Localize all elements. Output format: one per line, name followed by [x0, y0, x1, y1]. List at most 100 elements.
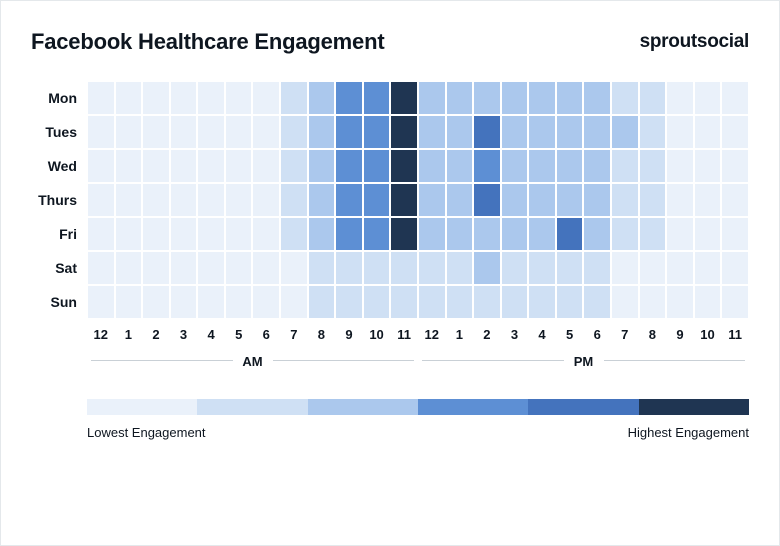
heatmap-cell [364, 218, 390, 250]
heatmap-cell [364, 252, 390, 284]
hour-label: 7 [280, 327, 308, 342]
hour-label: 1 [115, 327, 143, 342]
heatmap-cell [391, 286, 417, 318]
heatmap-cell [695, 184, 721, 216]
heatmap-cell [612, 82, 638, 114]
heatmap-cell [557, 286, 583, 318]
legend-low-label: Lowest Engagement [87, 425, 206, 440]
hour-label: 4 [528, 327, 556, 342]
heatmap-cell [143, 82, 169, 114]
heatmap-cell [364, 116, 390, 148]
chart-card: Facebook Healthcare Engagement sproutsoc… [0, 0, 780, 546]
heatmap-cell [722, 184, 748, 216]
heatmap-wrap: MonTuesWedThursFriSatSun [31, 81, 749, 319]
hour-label: 2 [142, 327, 170, 342]
legend-segment [528, 399, 638, 415]
heatmap-cell [502, 82, 528, 114]
heatmap-cell [281, 82, 307, 114]
heatmap-cell [722, 116, 748, 148]
heatmap-cell [226, 252, 252, 284]
heatmap-cell [226, 150, 252, 182]
heatmap-cell [502, 252, 528, 284]
heatmap-cell [198, 116, 224, 148]
heatmap-cell [447, 150, 473, 182]
heatmap-cell [640, 82, 666, 114]
day-label: Mon [31, 81, 87, 115]
heatmap-cell [226, 218, 252, 250]
heatmap-cell [143, 252, 169, 284]
hour-label: 7 [611, 327, 639, 342]
brand-prefix: sprout [640, 31, 697, 52]
heatmap-cell [116, 252, 142, 284]
heatmap-cell [336, 184, 362, 216]
heatmap-cell [309, 252, 335, 284]
hour-label: 9 [666, 327, 694, 342]
heatmap-cell [391, 184, 417, 216]
heatmap-cell [640, 218, 666, 250]
legend-segment [308, 399, 418, 415]
heatmap-cell [253, 286, 279, 318]
heatmap-cell [640, 184, 666, 216]
heatmap-cell [171, 252, 197, 284]
heatmap-cell [667, 82, 693, 114]
heatmap-row [87, 183, 749, 217]
heatmap-row [87, 81, 749, 115]
heatmap-cell [667, 150, 693, 182]
heatmap-cell [116, 150, 142, 182]
heatmap-cell [88, 116, 114, 148]
heatmap-cell [502, 150, 528, 182]
heatmap-cell [309, 184, 335, 216]
heatmap-cell [253, 218, 279, 250]
heatmap-cell [226, 184, 252, 216]
legend-segment [197, 399, 307, 415]
hour-label: 8 [639, 327, 667, 342]
heatmap-cell [529, 218, 555, 250]
hour-label: 3 [170, 327, 198, 342]
heatmap-cell [584, 252, 610, 284]
heatmap-cell [143, 286, 169, 318]
divider-line [422, 360, 564, 361]
heatmap-cell [281, 286, 307, 318]
header: Facebook Healthcare Engagement sproutsoc… [31, 29, 749, 55]
heatmap-cell [198, 184, 224, 216]
heatmap-cell [502, 286, 528, 318]
heatmap-cell [584, 184, 610, 216]
heatmap-cell [143, 184, 169, 216]
heatmap-cell [419, 150, 445, 182]
heatmap-cell [667, 116, 693, 148]
heatmap-cell [695, 82, 721, 114]
heatmap-cell [364, 184, 390, 216]
heatmap-cell [309, 150, 335, 182]
heatmap-cell [667, 184, 693, 216]
heatmap-cell [281, 116, 307, 148]
day-label: Tues [31, 115, 87, 149]
heatmap-cell [88, 252, 114, 284]
heatmap-cell [419, 184, 445, 216]
hour-label: 12 [87, 327, 115, 342]
legend-segment [639, 399, 749, 415]
heatmap-cell [722, 218, 748, 250]
heatmap-row [87, 149, 749, 183]
heatmap-cell [88, 218, 114, 250]
heatmap-cell [640, 252, 666, 284]
heatmap-cell [529, 184, 555, 216]
heatmap-cell [502, 116, 528, 148]
heatmap-cell [612, 116, 638, 148]
heatmap-cell [584, 82, 610, 114]
hour-label: 5 [556, 327, 584, 342]
heatmap-row [87, 285, 749, 319]
heatmap-cell [695, 252, 721, 284]
heatmap-cell [171, 286, 197, 318]
heatmap-row [87, 217, 749, 251]
heatmap-cell [391, 82, 417, 114]
heatmap-cell [198, 286, 224, 318]
heatmap-cell [474, 116, 500, 148]
heatmap-cell [584, 150, 610, 182]
heatmap-cell [695, 150, 721, 182]
legend-labels: Lowest Engagement Highest Engagement [87, 425, 749, 440]
heatmap-cell [116, 184, 142, 216]
am-text: AM [242, 354, 262, 369]
heatmap-cell [557, 252, 583, 284]
heatmap-cell [667, 218, 693, 250]
heatmap-cell [474, 252, 500, 284]
